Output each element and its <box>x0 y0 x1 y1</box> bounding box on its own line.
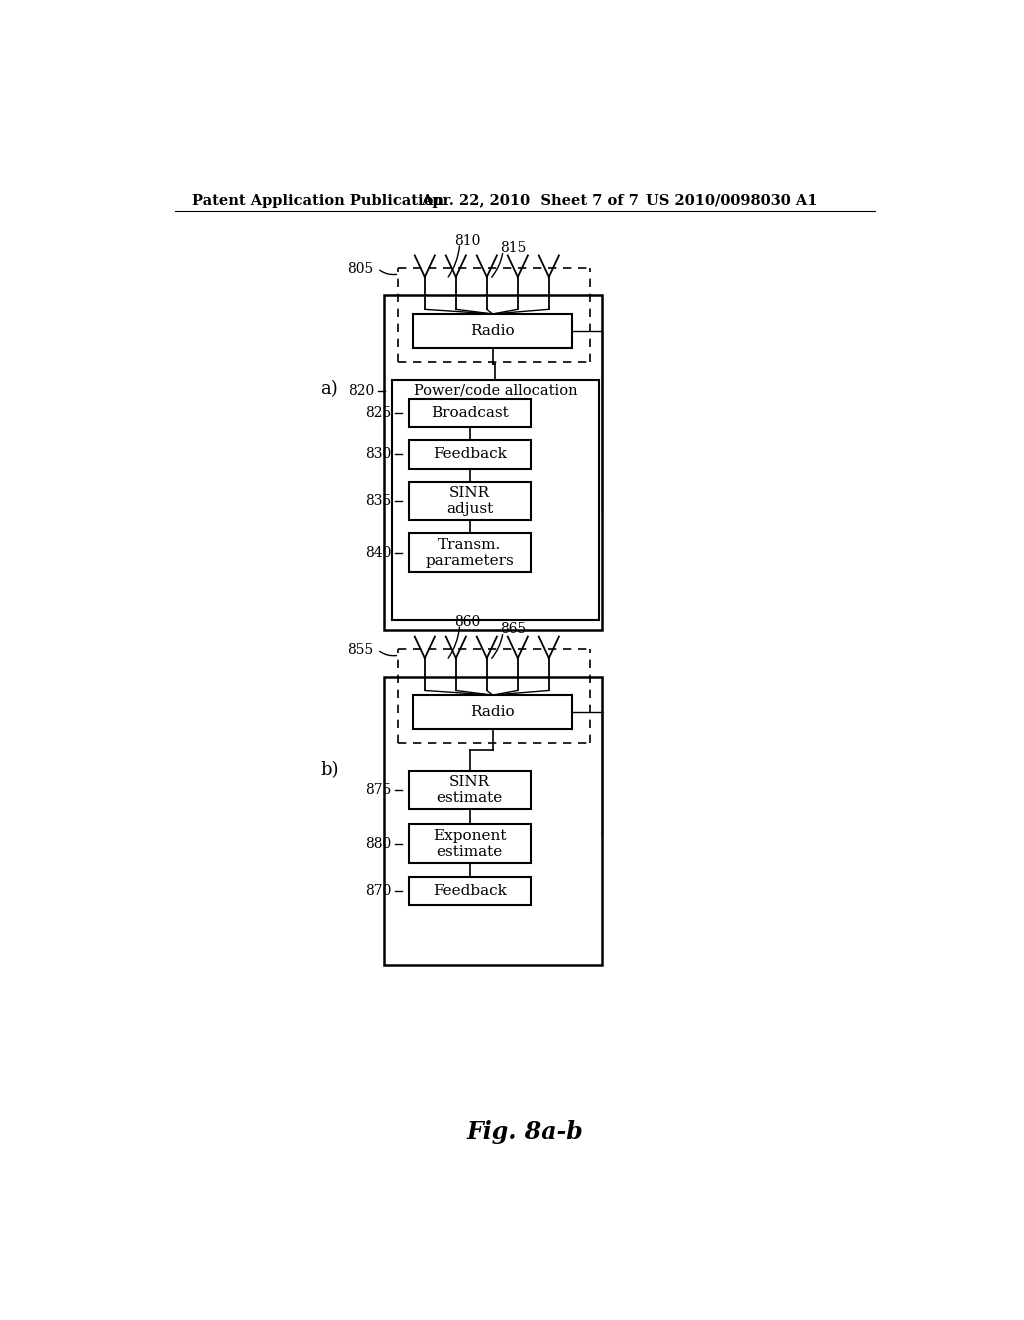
Bar <box>391 380 599 620</box>
Text: 860: 860 <box>455 615 480 628</box>
Bar <box>409 482 531 520</box>
Text: Feedback: Feedback <box>433 447 507 462</box>
Text: 875: 875 <box>366 783 391 797</box>
Text: 815: 815 <box>500 240 526 255</box>
Bar <box>384 296 602 631</box>
Bar <box>414 314 572 348</box>
Bar <box>409 825 531 863</box>
Text: 825: 825 <box>366 405 391 420</box>
Bar <box>409 399 531 428</box>
Text: 840: 840 <box>366 545 391 560</box>
Text: 865: 865 <box>500 622 526 636</box>
Text: Broadcast: Broadcast <box>431 405 509 420</box>
Text: 805: 805 <box>347 261 373 276</box>
Text: Patent Application Publication: Patent Application Publication <box>191 194 443 207</box>
Text: Transm.
parameters: Transm. parameters <box>425 537 514 568</box>
Text: Exponent
estimate: Exponent estimate <box>433 829 507 859</box>
Text: 870: 870 <box>366 884 391 898</box>
Bar <box>409 533 531 572</box>
Text: SINR
adjust: SINR adjust <box>446 486 494 516</box>
Bar <box>409 876 531 906</box>
Text: Power/code allocation: Power/code allocation <box>414 383 578 397</box>
Bar <box>409 441 531 469</box>
Text: 820: 820 <box>348 384 375 397</box>
Text: a): a) <box>321 380 338 399</box>
Bar <box>409 771 531 809</box>
Text: 810: 810 <box>455 234 480 248</box>
Text: Feedback: Feedback <box>433 884 507 898</box>
Text: Radio: Radio <box>470 705 515 719</box>
Text: Apr. 22, 2010  Sheet 7 of 7: Apr. 22, 2010 Sheet 7 of 7 <box>421 194 639 207</box>
Text: 880: 880 <box>366 837 391 850</box>
Text: 855: 855 <box>347 643 373 656</box>
Bar <box>414 696 572 729</box>
Text: US 2010/0098030 A1: US 2010/0098030 A1 <box>646 194 817 207</box>
Text: b): b) <box>321 762 339 780</box>
Bar <box>384 677 602 965</box>
Text: 835: 835 <box>366 494 391 508</box>
Text: Fig. 8a-b: Fig. 8a-b <box>466 1121 584 1144</box>
Text: Radio: Radio <box>470 323 515 338</box>
Text: SINR
estimate: SINR estimate <box>436 775 503 805</box>
Text: 830: 830 <box>366 447 391 462</box>
